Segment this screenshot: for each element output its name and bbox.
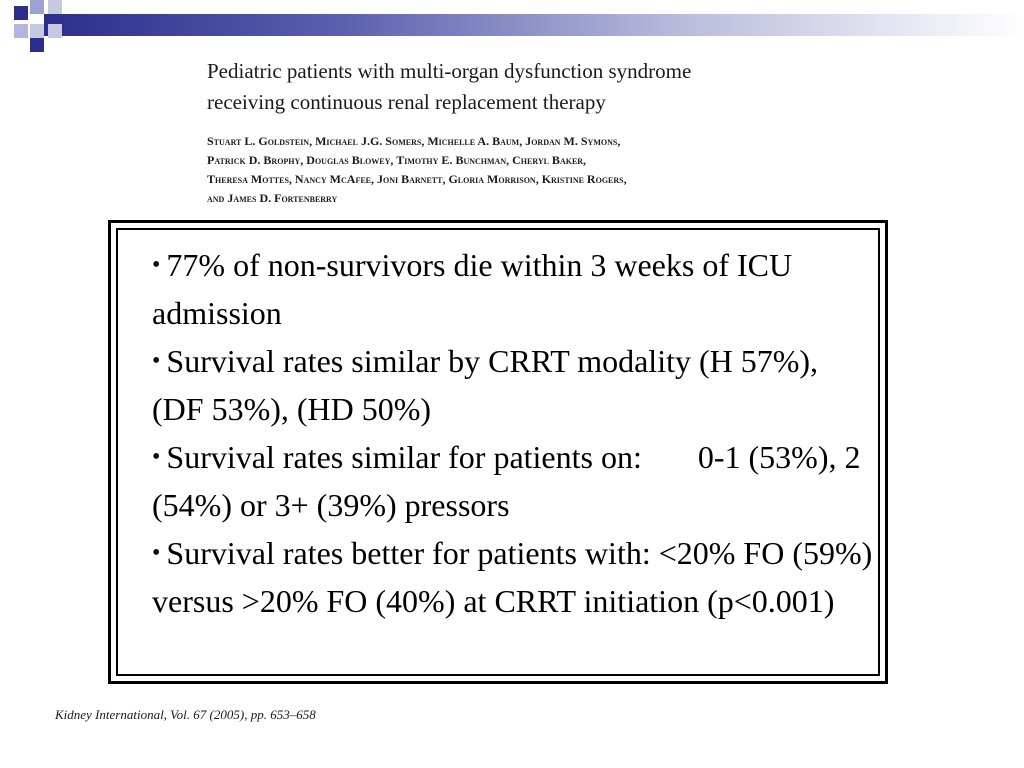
finding-text: Survival rates better for patients with:…	[152, 535, 873, 619]
findings-box: • 77% of non-survivors die within 3 weeks…	[108, 220, 888, 684]
journal-citation: Kidney International, Vol. 67 (2005), pp…	[55, 707, 316, 722]
findings-list: • 77% of non-survivors die within 3 weeks…	[152, 241, 874, 625]
article-title: Pediatric patients with multi-organ dysf…	[207, 56, 847, 118]
bullet-icon: •	[152, 444, 161, 470]
bullet-icon: •	[152, 252, 161, 278]
finding-item: • Survival rates better for patients with…	[152, 529, 874, 625]
article-title-line: receiving continuous renal replacement t…	[207, 90, 606, 114]
decorative-square	[30, 0, 44, 14]
decorative-square	[48, 24, 62, 38]
bullet-icon: •	[152, 540, 161, 566]
finding-item: • 77% of non-survivors die within 3 weeks…	[152, 241, 874, 337]
decorative-square	[48, 0, 62, 14]
header-gradient-bar	[44, 14, 1024, 36]
author-line: Theresa Mottes, Nancy McAfee, Joni Barne…	[207, 172, 627, 186]
bullet-icon: •	[152, 348, 161, 374]
author-line: and James D. Fortenberry	[207, 191, 338, 205]
finding-text: Survival rates similar by CRRT modality …	[152, 343, 819, 427]
finding-text: Survival rates similar for patients on: …	[152, 439, 869, 523]
decorative-square	[30, 38, 44, 52]
decorative-square	[30, 24, 44, 38]
author-list: Stuart L. Goldstein, Michael J.G. Somers…	[207, 132, 827, 208]
decorative-square	[14, 6, 28, 20]
author-line: Patrick D. Brophy, Douglas Blowey, Timot…	[207, 153, 587, 167]
findings-box-inner-border	[116, 228, 880, 676]
finding-item: • Survival rates similar by CRRT modality…	[152, 337, 874, 433]
article-title-line: Pediatric patients with multi-organ dysf…	[207, 59, 692, 83]
finding-item: • Survival rates similar for patients on:…	[152, 433, 874, 529]
author-line: Stuart L. Goldstein, Michael J.G. Somers…	[207, 134, 621, 148]
finding-text: 77% of non-survivors die within 3 weeks …	[152, 247, 793, 331]
decorative-square	[14, 24, 28, 38]
